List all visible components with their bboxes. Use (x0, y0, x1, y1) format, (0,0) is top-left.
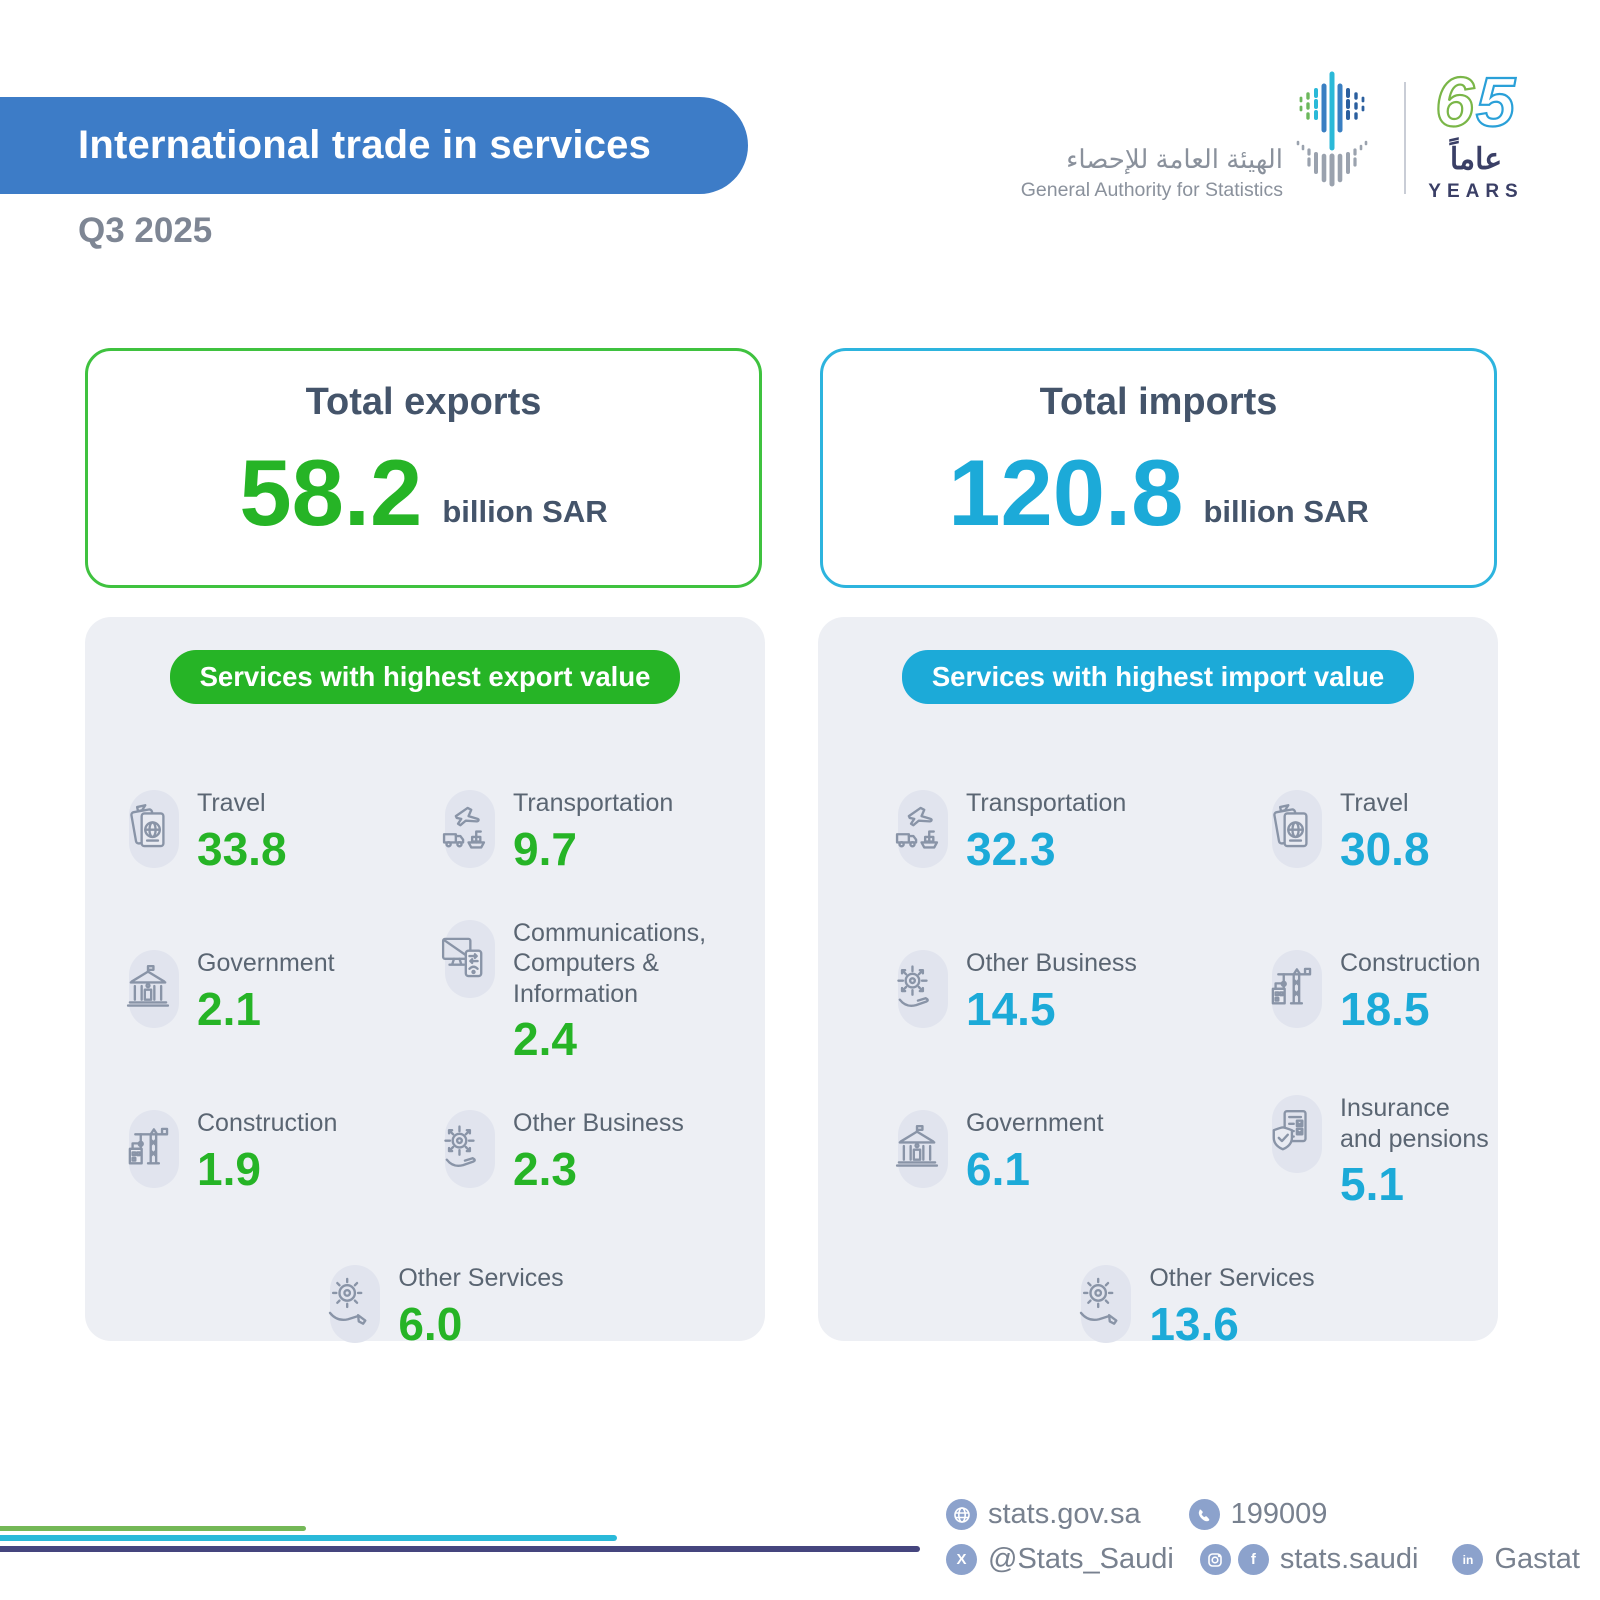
service-value: 30.8 (1340, 822, 1430, 875)
list-item-import-other-business: Other Business 14.5 (888, 948, 1262, 1032)
globe-icon (946, 1499, 977, 1530)
transportation-icon (442, 807, 486, 849)
insurance-icon (1272, 1109, 1307, 1151)
total-exports-value: 58.2 (239, 440, 423, 545)
other-services-icon (1080, 1277, 1118, 1326)
export-badge: Services with highest export value (169, 650, 681, 704)
decorative-stripe-cyan (0, 1535, 617, 1541)
gastat-logo-icon (1296, 71, 1368, 187)
list-item-export-travel: Travel 33.8 (119, 788, 435, 872)
list-item-import-other-services: Other Services 13.6 (1071, 1263, 1315, 1350)
construction-icon (1271, 967, 1312, 1005)
list-item-import-insurance: Insurance and pensions 5.1 (1262, 1093, 1498, 1207)
icon-blob (330, 1265, 381, 1344)
icon-blob (445, 790, 495, 869)
service-label: Travel (197, 789, 266, 818)
total-imports-title: Total imports (1039, 381, 1278, 423)
linkedin-link[interactable]: in Gastat (1452, 1543, 1580, 1576)
service-label: Other Business (966, 949, 1137, 978)
government-icon (895, 1125, 939, 1168)
service-value: 14.5 (966, 982, 1056, 1035)
list-item-export-government: Government 2.1 (119, 948, 435, 1032)
gastat-org-names: الهيئة العامة للإحصاء General Authority … (1005, 143, 1283, 202)
export-services-panel: Services with highest export value Trave… (85, 617, 765, 1347)
icon-blob (898, 790, 948, 869)
total-exports-unit: billion SAR (442, 494, 608, 529)
service-label: Transportation (513, 789, 674, 818)
header-banner: International trade in services (0, 97, 748, 194)
service-value: 5.1 (1340, 1158, 1404, 1210)
x-twitter-icon: X (946, 1544, 977, 1575)
list-item-import-government: Government 6.1 (888, 1108, 1262, 1192)
phone-contact[interactable]: 199009 (1188, 1498, 1327, 1531)
service-value: 13.6 (1149, 1297, 1239, 1350)
service-value: 2.1 (197, 982, 261, 1035)
total-imports-unit: billion SAR (1203, 494, 1369, 529)
decorative-stripe-navy (0, 1546, 920, 1552)
service-label: Communications, Computers & Information (513, 918, 707, 1008)
service-value: 32.3 (966, 822, 1056, 875)
service-label: Travel (1340, 789, 1409, 818)
total-imports-value: 120.8 (948, 440, 1184, 545)
list-item-import-transportation: Transportation 32.3 (888, 788, 1262, 872)
list-item-export-communications: Communications, Computers & Information … (435, 918, 765, 1066)
service-label: Insurance and pensions (1340, 1094, 1489, 1153)
transportation-icon (895, 807, 939, 849)
service-value: 9.7 (513, 822, 577, 875)
org-name-arabic: الهيئة العامة للإحصاء (1066, 144, 1283, 174)
list-item-export-construction: Construction 1.9 (119, 1108, 435, 1192)
org-name-english: General Authority for Statistics (1020, 178, 1283, 201)
contact-footer: stats.gov.sa 199009 X @Stats_Saudi f sta… (946, 1498, 1580, 1576)
travel-icon (1272, 804, 1308, 848)
brand-divider (1404, 82, 1406, 194)
total-exports-card: Total exports 58.2 billion SAR (85, 348, 762, 588)
x-twitter-link[interactable]: X @Stats_Saudi (946, 1543, 1174, 1576)
service-label: Construction (1340, 949, 1481, 978)
list-item-import-travel: Travel 30.8 (1262, 788, 1498, 872)
import-services-panel: Services with highest import value Trans… (818, 617, 1498, 1347)
anniversary-65-years: 65 عاماً YEARS (1420, 63, 1532, 203)
anniversary-number: 65 (1434, 63, 1517, 141)
import-badge: Services with highest import value (901, 650, 1415, 704)
service-value: 2.3 (513, 1142, 577, 1195)
service-label: Transportation (966, 789, 1127, 818)
decorative-stripe-green (0, 1526, 306, 1531)
other-business-icon (444, 1125, 476, 1168)
service-label: Other Services (1149, 1264, 1315, 1293)
government-icon (126, 965, 170, 1008)
list-item-export-other-business: Other Business 2.3 (435, 1108, 765, 1192)
service-label: Construction (197, 1109, 338, 1138)
service-value: 18.5 (1340, 982, 1430, 1035)
service-label: Other Services (398, 1264, 564, 1293)
icon-blob (1081, 1265, 1132, 1344)
website-link[interactable]: stats.gov.sa (946, 1498, 1141, 1531)
instagram-facebook-link[interactable]: f stats.saudi (1199, 1543, 1418, 1576)
service-label: Government (197, 949, 335, 978)
other-services-icon (329, 1277, 367, 1326)
travel-icon (129, 804, 165, 848)
communications-icon (441, 937, 483, 977)
phone-icon (1188, 1499, 1220, 1530)
list-item-export-other-services: Other Services 6.0 (320, 1263, 564, 1350)
service-value: 33.8 (197, 822, 287, 875)
anniversary-years-english: YEARS (1428, 181, 1524, 202)
service-value: 1.9 (197, 1142, 261, 1195)
list-item-import-construction: Construction 18.5 (1262, 948, 1498, 1032)
list-item-export-transportation: Transportation 9.7 (435, 788, 765, 872)
facebook-icon: f (1237, 1544, 1269, 1575)
total-imports-card: Total imports 120.8 billion SAR (820, 348, 1497, 588)
construction-icon (128, 1127, 169, 1165)
report-period: Q3 2025 (78, 211, 213, 250)
service-label: Other Business (513, 1109, 684, 1138)
anniversary-years-arabic: عاماً (1449, 143, 1503, 176)
instagram-icon (1199, 1544, 1231, 1575)
page-title: International trade in services (78, 123, 652, 167)
linkedin-icon: in (1452, 1544, 1484, 1575)
service-label: Government (966, 1109, 1104, 1138)
service-value: 6.1 (966, 1142, 1030, 1195)
service-value: 6.0 (398, 1297, 463, 1350)
service-value: 2.4 (513, 1013, 577, 1066)
other-business-icon (897, 965, 929, 1008)
total-exports-title: Total exports (305, 381, 542, 423)
